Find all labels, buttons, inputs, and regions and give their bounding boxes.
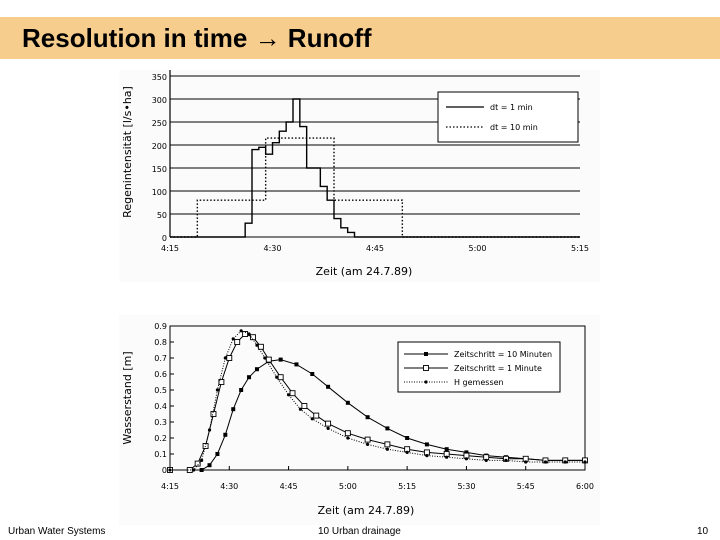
title-bar: Resolution in time → Runoff (0, 17, 720, 59)
footer-center: 10 Urban drainage (318, 526, 401, 537)
chart1-y-axis-label: Regenintensität [l/s•ha] (121, 86, 134, 218)
chart1-legend-label-2: dt = 10 min (490, 123, 538, 132)
chart1-legend: dt = 1 min dt = 10 min (437, 91, 579, 143)
footer-left: Urban Water Systems (8, 526, 106, 537)
chart1-series (170, 98, 580, 238)
chart1-x-tick-4:45: 4:45 (366, 244, 384, 253)
chart1-y-tick-200: 200 (152, 142, 167, 151)
chart1-legend-label-1: dt = 1 min (490, 103, 533, 112)
chart1-y-tick-0: 0 (162, 234, 167, 243)
chart1-x-axis-label: Zeit (am 24.7.89) (316, 265, 413, 278)
chart1-y-tick-50: 50 (157, 211, 167, 220)
chart1-x-tick-4:15: 4:15 (161, 244, 179, 253)
slide-title: Resolution in time → Runoff (22, 23, 372, 53)
footer-page-number: 10 (697, 526, 709, 537)
chart1-y-tick-250: 250 (152, 119, 167, 128)
chart1-y-tick-300: 300 (152, 96, 167, 105)
chart1-series-line-1 (170, 98, 580, 238)
chart1-x-tick-5:00: 5:00 (469, 244, 487, 253)
chart1-y-tick-350: 350 (152, 73, 167, 82)
chart1-ticks: 0 50 100 150 200 250 300 350 4:15 4:30 4:45 5:00 5:1… (152, 73, 589, 253)
chart1-y-tick-100: 100 (152, 188, 167, 197)
chart1-x-tick-4:30: 4:30 (264, 244, 282, 253)
chart1-series-line-2 (170, 137, 580, 238)
chart1-legend-box (437, 91, 579, 143)
chart1-x-tick-5:15: 5:15 (571, 244, 589, 253)
chart1-y-tick-150: 150 (152, 165, 167, 174)
